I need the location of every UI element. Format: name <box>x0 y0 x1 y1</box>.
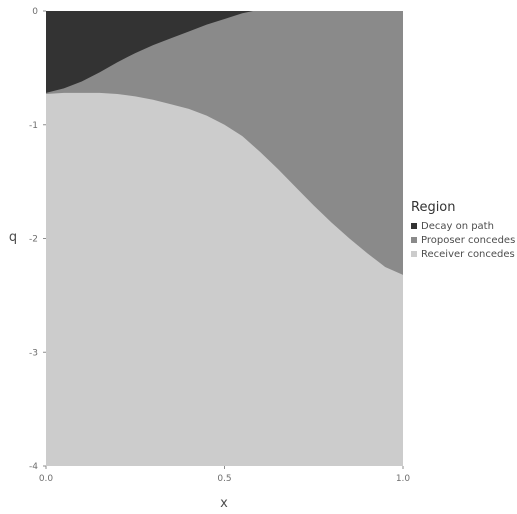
legend-label: Receiver concedes <box>421 249 515 260</box>
legend-swatch <box>411 237 417 243</box>
region-proposer-concedes <box>46 11 403 275</box>
x-tick-label: 0.5 <box>217 474 231 484</box>
legend-swatch <box>411 251 417 257</box>
x-tick-label: 0.0 <box>39 474 54 484</box>
y-tick-label: -4 <box>29 462 38 472</box>
x-tick-label: 1.0 <box>396 474 411 484</box>
region-decay-on-path <box>46 11 254 93</box>
y-tick-label: 0 <box>32 7 38 17</box>
y-tick-label: -2 <box>29 235 38 245</box>
legend-label: Proposer concedes <box>421 235 515 246</box>
legend: Region Decay on path Proposer concedes Rec… <box>411 200 515 260</box>
legend-label: Decay on path <box>421 221 494 232</box>
y-axis-title: q <box>9 230 17 245</box>
y-tick-label: -1 <box>29 121 38 131</box>
legend-swatch <box>411 223 417 229</box>
x-axis-title: x <box>220 496 228 511</box>
plot-area <box>46 11 403 466</box>
legend-title: Region <box>411 200 456 215</box>
axes: 0 -1 -2 -3 -40.0 0.5 1.0 <box>29 7 410 484</box>
y-tick-label: -3 <box>29 348 38 358</box>
